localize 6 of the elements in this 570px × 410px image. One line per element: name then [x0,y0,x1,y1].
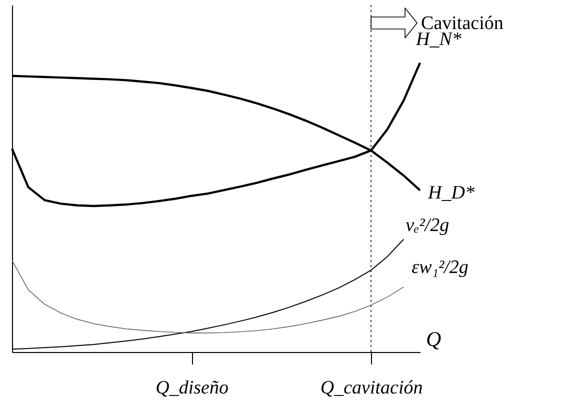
x-tick-label: Q_cavitación [320,378,423,398]
x-axis-title: Q [426,327,442,351]
series-label: vₑ²/2g [406,215,450,236]
series-label: εw₁²/2g [412,256,468,278]
x-tick-label: Q_diseño [156,378,228,398]
series-label: H_D* [427,182,475,204]
